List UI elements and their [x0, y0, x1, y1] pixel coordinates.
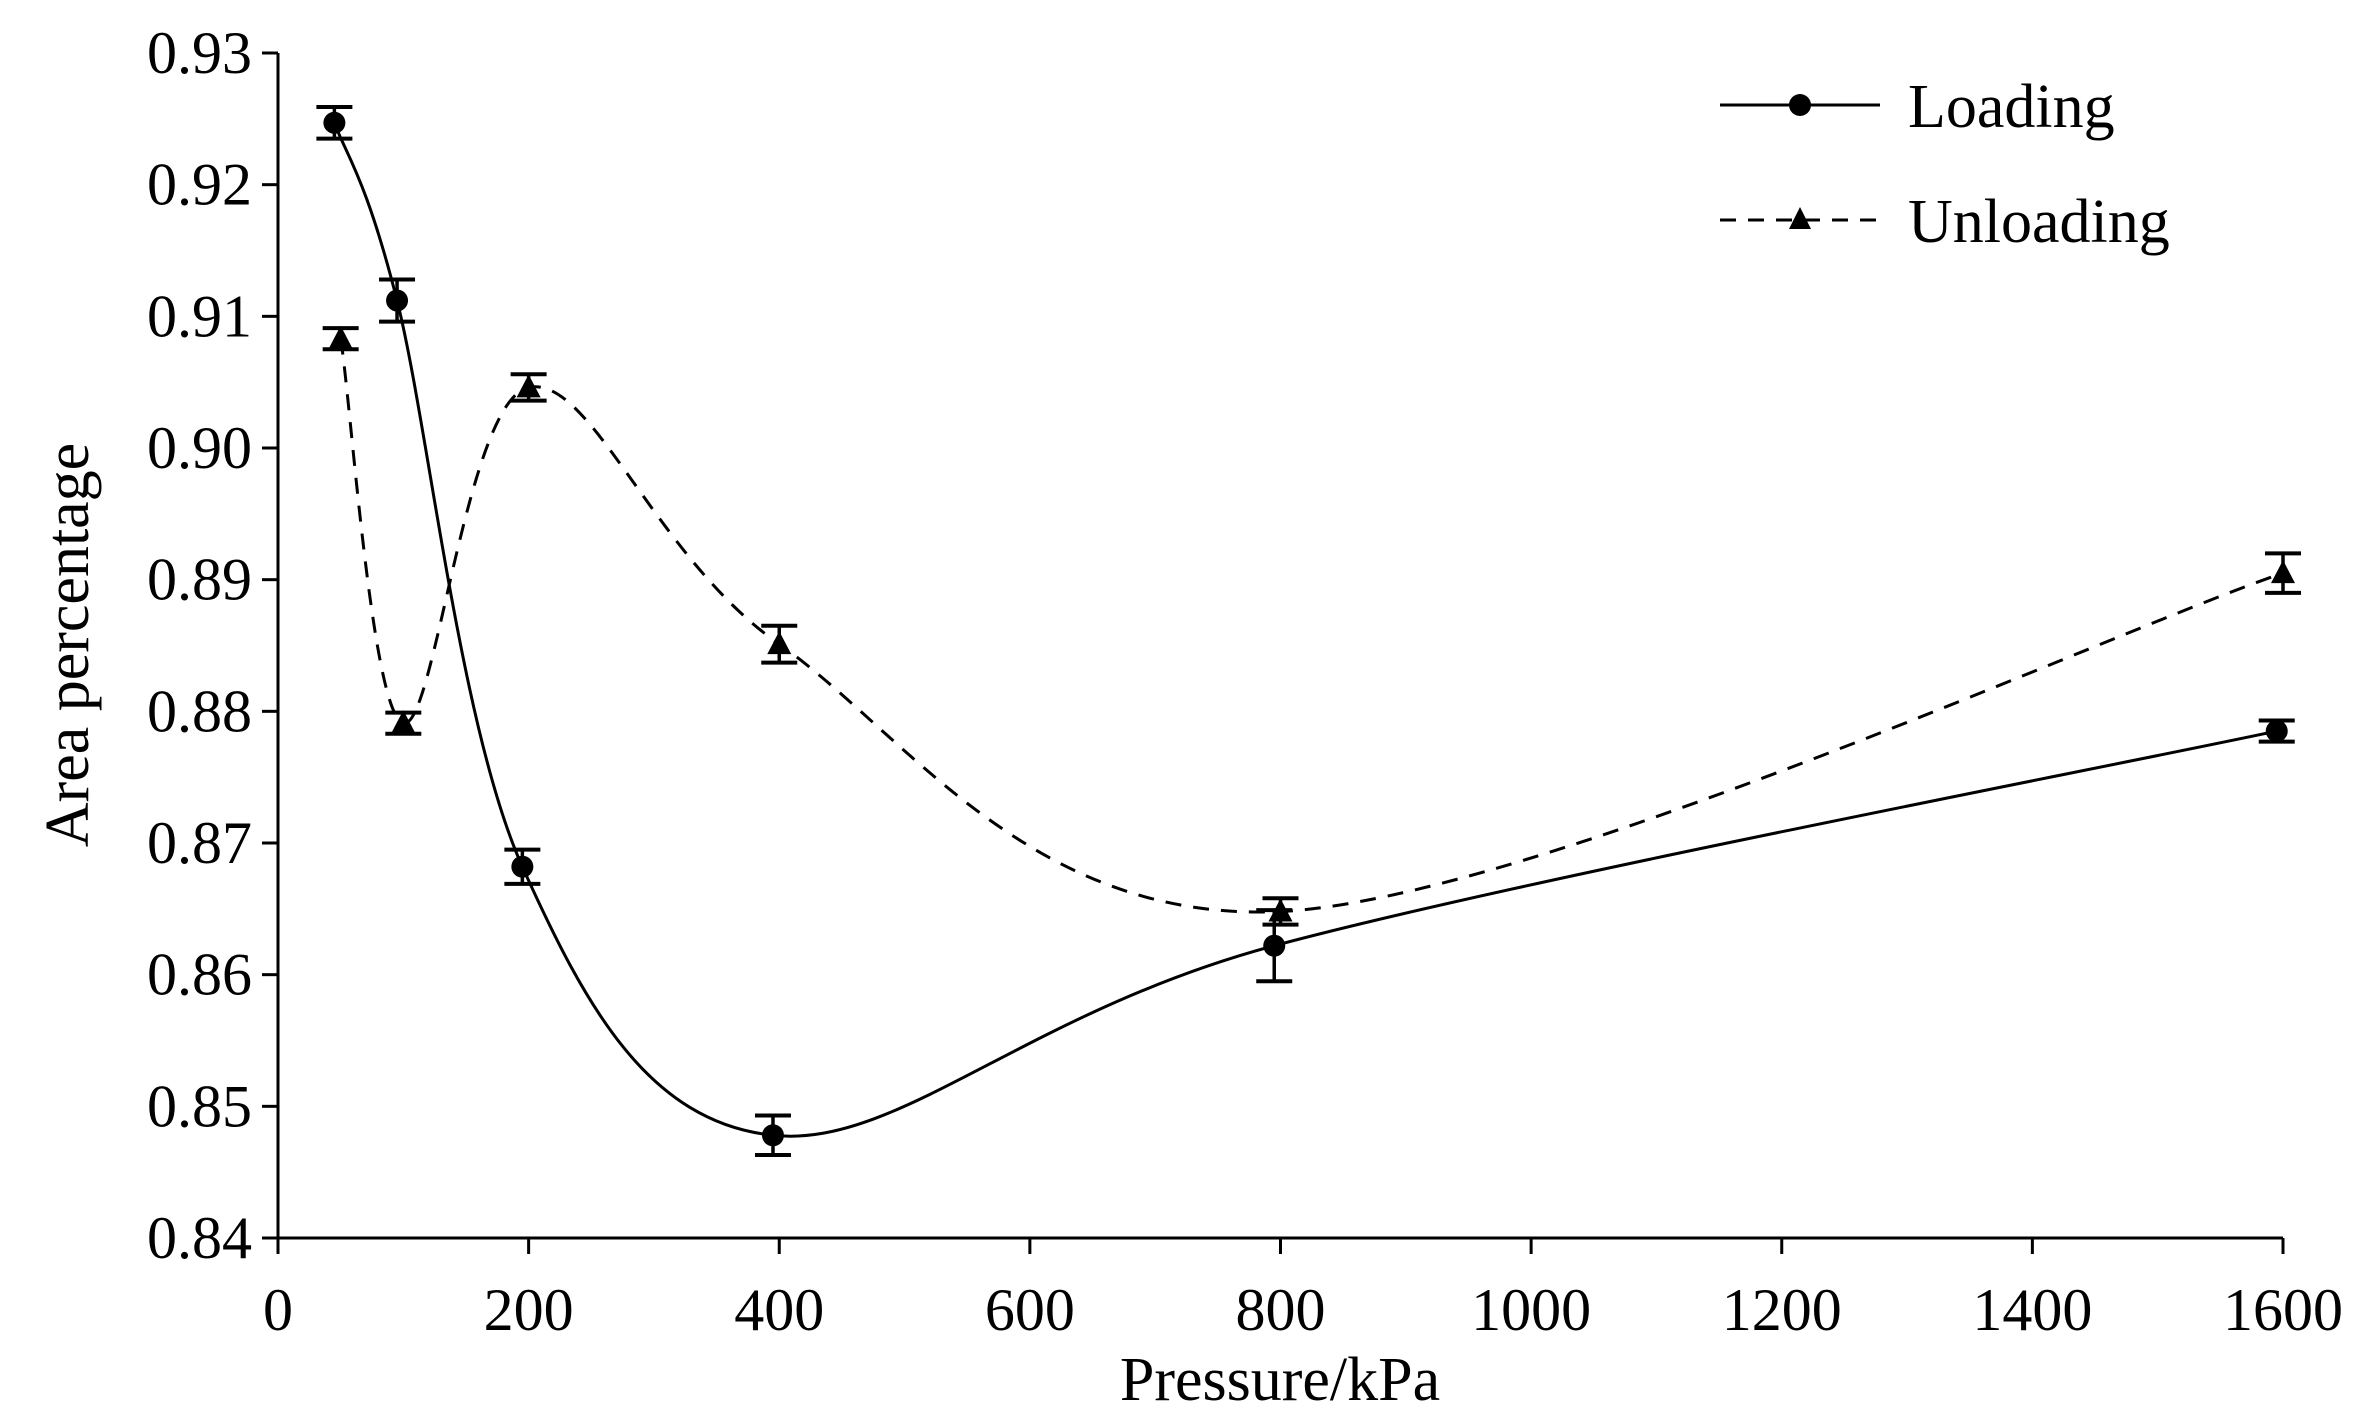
series-layer [316, 104, 2301, 1158]
y-tick-label: 0.87 [147, 810, 252, 876]
data-point-unloading [767, 631, 792, 655]
series-loading [316, 104, 2295, 1158]
data-point-loading [2265, 720, 2288, 743]
y-tick-label: 0.88 [147, 678, 252, 744]
series-line-unloading [339, 338, 2284, 914]
y-tick-label: 0.92 [147, 152, 252, 218]
data-point-unloading [516, 374, 541, 398]
y-tick-label: 0.90 [147, 415, 252, 481]
data-point-loading [386, 289, 409, 312]
x-tick-label: 0 [263, 1277, 293, 1343]
x-tick-label: 200 [484, 1277, 574, 1343]
data-point-loading [1263, 934, 1286, 957]
y-tick-label: 0.89 [147, 547, 252, 613]
x-tick-label: 1400 [1972, 1277, 2092, 1343]
legend: Loading Unloading [1720, 73, 2170, 256]
data-point-loading [511, 855, 534, 878]
legend-marker-loading [1789, 94, 1811, 116]
x-tick-label: 1600 [2223, 1277, 2343, 1343]
x-tick-label: 1200 [1722, 1277, 1842, 1343]
data-point-unloading [328, 325, 353, 349]
y-tick-label: 0.93 [147, 20, 252, 86]
data-point-loading [323, 111, 346, 134]
data-point-unloading [1268, 898, 1293, 922]
y-tick-label: 0.84 [147, 1205, 252, 1271]
x-tick-label: 1000 [1471, 1277, 1591, 1343]
legend-label-unloading: Unloading [1908, 188, 2170, 256]
y-axis-title: Area percentage [34, 443, 102, 847]
x-axis-title: Pressure/kPa [1120, 1346, 1440, 1414]
y-tick-label: 0.86 [147, 942, 252, 1008]
data-point-unloading [2271, 560, 2295, 584]
y-tick-label: 0.91 [147, 283, 252, 349]
legend-marker-unloading [1789, 207, 1811, 229]
y-ticks: 0.84 0.85 0.86 0.87 0.88 0.89 0.90 0.91 0.92 0.93 [147, 20, 278, 1271]
x-tick-label: 400 [734, 1277, 824, 1343]
y-tick-label: 0.85 [147, 1073, 252, 1139]
x-tick-label: 800 [1236, 1277, 1326, 1343]
data-point-unloading [391, 710, 416, 734]
x-ticks: 0 200 400 600 800 1000 1200 1400 1600 [263, 1238, 2343, 1343]
series-unloading [322, 325, 2301, 927]
series-line-loading [332, 122, 2278, 1138]
x-tick-label: 600 [985, 1277, 1075, 1343]
data-point-loading [761, 1124, 784, 1147]
legend-label-loading: Loading [1908, 73, 2115, 141]
